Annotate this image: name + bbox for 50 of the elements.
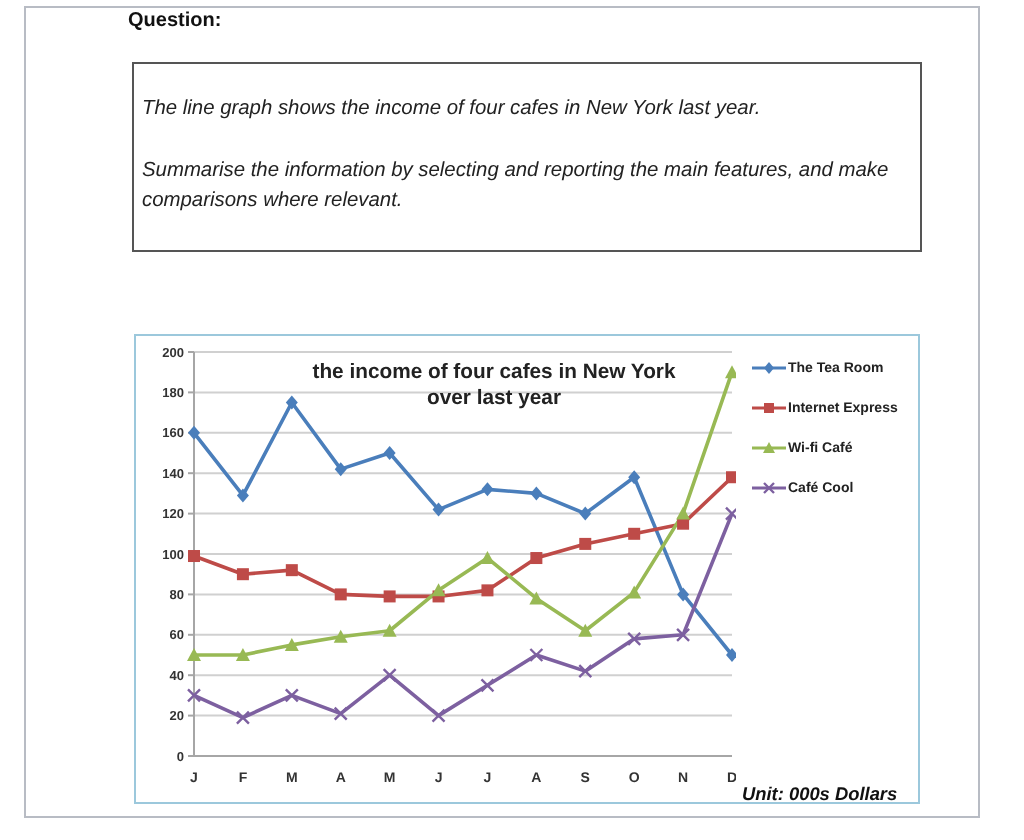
- point: [578, 623, 593, 637]
- text: Summarise the information by selecting and reporting the main features, and make comparisons where relevant.: [142, 158, 891, 216]
- point: [726, 648, 736, 662]
- point: [432, 502, 445, 517]
- point: [676, 506, 691, 520]
- point: [431, 708, 446, 723]
- point: [383, 590, 396, 603]
- point: [481, 584, 494, 597]
- text: Unit: 000s Dollars: [742, 784, 898, 804]
- point: [188, 550, 200, 563]
- point: [285, 395, 298, 410]
- point: [285, 564, 298, 577]
- point: [236, 488, 249, 503]
- point: [529, 647, 544, 663]
- point: [187, 648, 201, 661]
- point: [726, 471, 736, 484]
- point: [382, 623, 397, 637]
- point: [186, 688, 202, 703]
- point: [724, 506, 736, 521]
- point: [284, 688, 300, 703]
- point: [530, 486, 543, 501]
- point: [235, 710, 251, 725]
- point: [480, 551, 495, 565]
- point: [284, 637, 299, 651]
- point: [675, 627, 691, 642]
- text: The line graph shows the income of four cafes in New York last year.: [142, 96, 763, 124]
- text: the income of four cafes in New York over last year: [310, 360, 678, 412]
- point: [333, 706, 348, 721]
- point: [334, 462, 347, 477]
- point: [579, 537, 592, 550]
- point: [188, 425, 200, 440]
- point: [626, 631, 642, 647]
- point: [677, 587, 690, 602]
- point: [235, 648, 250, 661]
- point: [628, 470, 641, 485]
- point: [431, 583, 446, 597]
- point: [578, 663, 593, 679]
- point: [579, 506, 592, 521]
- point: [333, 629, 348, 643]
- point: [529, 591, 544, 605]
- point: [480, 678, 495, 693]
- point: [628, 527, 641, 540]
- point: [334, 588, 347, 601]
- point: [383, 446, 396, 460]
- point: [236, 568, 249, 581]
- point: [382, 668, 397, 683]
- point: [530, 552, 543, 565]
- text: Question:: [128, 10, 222, 32]
- point: [481, 482, 494, 497]
- point: [627, 585, 642, 599]
